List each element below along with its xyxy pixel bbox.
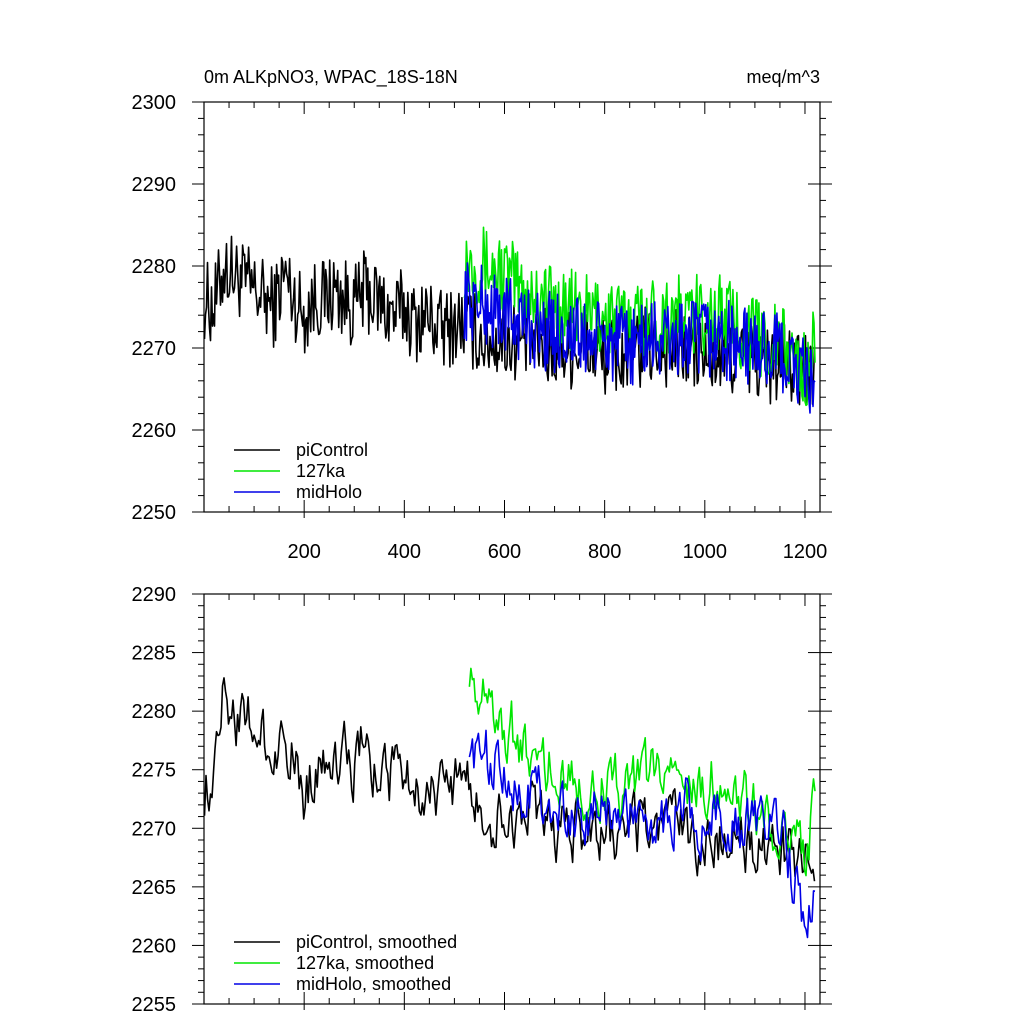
y-tick-label: 2255	[132, 994, 177, 1016]
x-tick-label: 200	[287, 541, 320, 563]
x-tick-label: 600	[488, 541, 521, 563]
smooth-plot-frame	[203, 593, 821, 1005]
series-line-midholo	[468, 729, 816, 939]
smooth-axis-ticks	[192, 593, 832, 1010]
y-tick-label: 2265	[132, 877, 177, 899]
legend-label: midHolo, smoothed	[296, 974, 451, 994]
series-line-midholo	[463, 262, 816, 414]
raw-axis-ticks	[192, 101, 832, 518]
smooth-series-lines	[203, 667, 816, 939]
y-tick-label: 2275	[132, 760, 177, 782]
legend-label: piControl	[296, 440, 368, 460]
y-tick-label: 2290	[132, 584, 177, 606]
y-tick-label: 2260	[132, 935, 177, 957]
panel-smoothed: 2255 2260 2265 2270 2275 2280 2285 2290 piContr…	[132, 584, 832, 1016]
legend-label: piControl, smoothed	[296, 932, 457, 952]
legend-label: 127ka	[296, 461, 346, 481]
legend-label: 127ka, smoothed	[296, 953, 434, 973]
chart-title: 0m ALKpNO3, WPAC_18S-18N	[204, 67, 458, 88]
chart-units: meq/m^3	[747, 67, 820, 87]
raw-x-tick-labels: 200 400 600 800 1000 1200	[287, 541, 827, 563]
smooth-y-tick-labels: 2255 2260 2265 2270 2275 2280 2285 2290	[132, 584, 177, 1016]
raw-plot-frame	[203, 101, 821, 513]
y-tick-label: 2290	[132, 174, 177, 196]
y-tick-label: 2285	[132, 643, 177, 665]
legend-label: midHolo	[296, 482, 362, 502]
raw-y-tick-labels: 2250 2260 2270 2280 2290 2300	[132, 92, 177, 524]
y-tick-label: 2260	[132, 420, 177, 442]
series-line-picontrol	[203, 677, 816, 882]
y-tick-label: 2280	[132, 701, 177, 723]
x-tick-label: 1200	[783, 541, 828, 563]
y-tick-label: 2250	[132, 502, 177, 524]
x-tick-label: 1000	[683, 541, 728, 563]
panel-raw: 2250 2260 2270 2280 2290 2300 200 400 600 800 100…	[132, 92, 832, 563]
y-tick-label: 2270	[132, 818, 177, 840]
x-tick-label: 400	[388, 541, 421, 563]
x-tick-label: 800	[588, 541, 621, 563]
y-tick-label: 2300	[132, 92, 177, 114]
raw-series-lines	[203, 226, 816, 414]
y-tick-label: 2280	[132, 256, 177, 278]
y-tick-label: 2270	[132, 338, 177, 360]
